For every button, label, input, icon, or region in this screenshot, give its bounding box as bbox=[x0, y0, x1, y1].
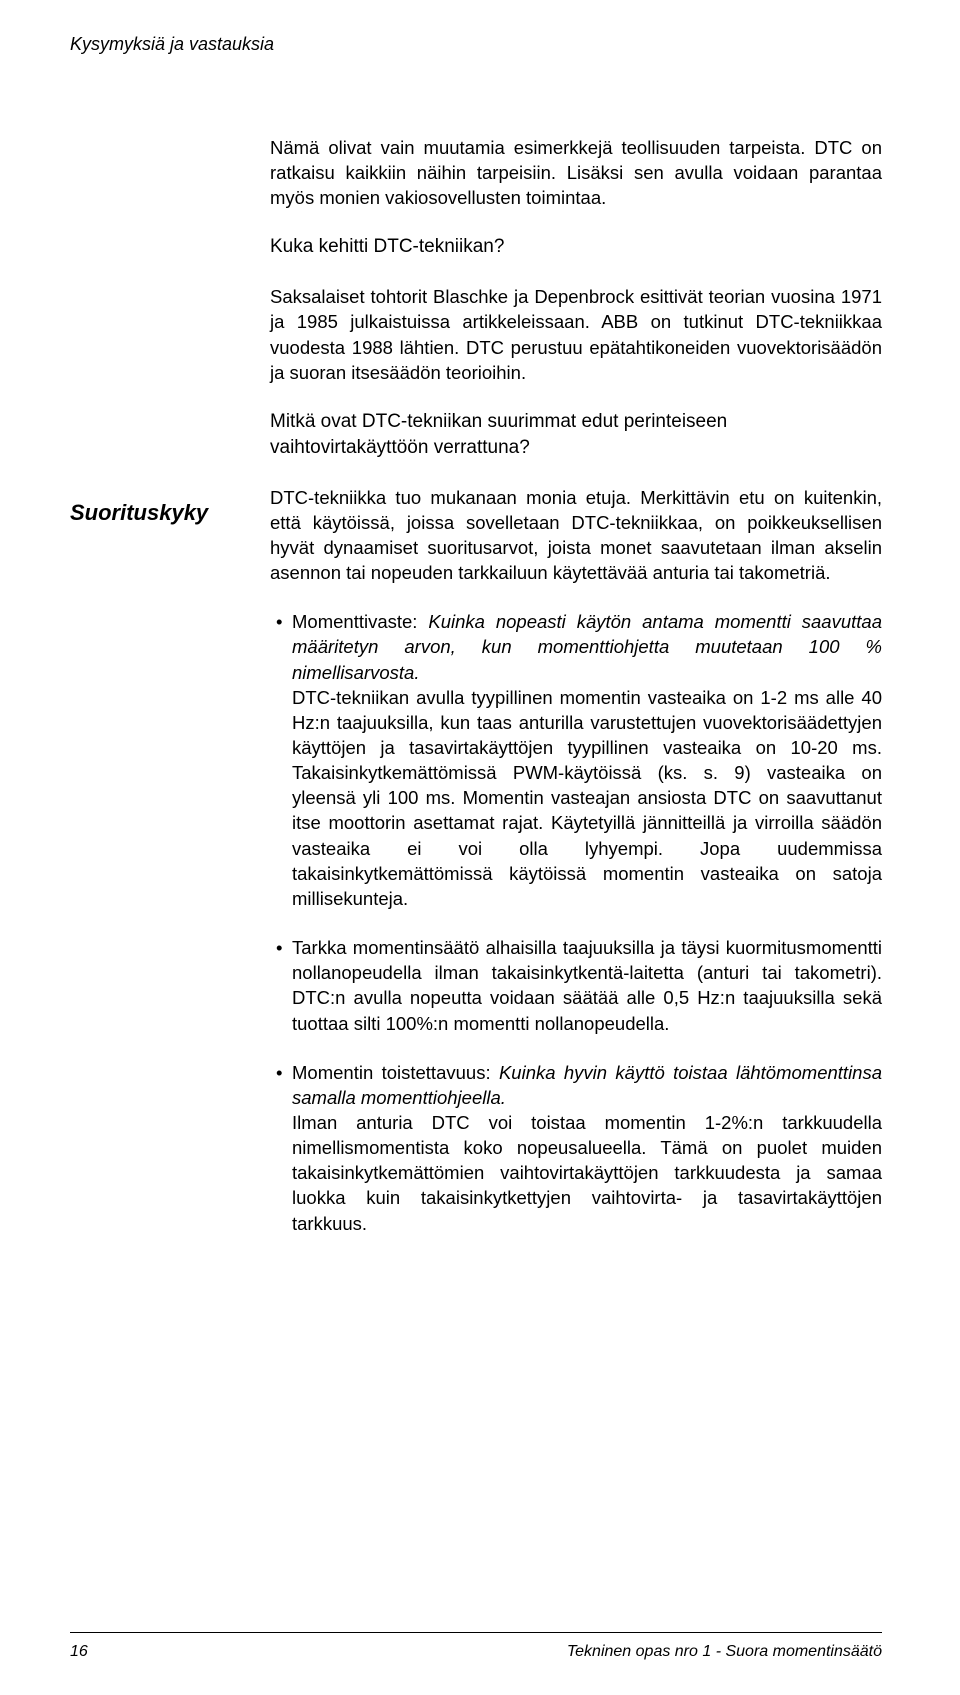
paragraph: Nämä olivat vain muutamia esimerkkejä te… bbox=[270, 135, 882, 210]
margin-column: Suorituskyky bbox=[70, 135, 270, 1260]
page-number: 16 bbox=[70, 1643, 88, 1661]
bullet-text: . bbox=[403, 888, 408, 909]
page-footer: 16 Tekninen opas nro 1 - Suora momentins… bbox=[70, 1632, 882, 1661]
section-label: Suorituskyky bbox=[70, 500, 208, 526]
content-area: Suorituskyky Nämä olivat vain muutamia e… bbox=[70, 135, 882, 1260]
bullet-item: •Momenttivaste: Kuinka nopeasti käytön a… bbox=[270, 609, 882, 911]
bullet-text: DTC-tekniikan avulla tyypillinen momenti… bbox=[292, 687, 760, 708]
bullet-label: Tarkka momentinsäätö alhaisilla taajuuks… bbox=[292, 937, 654, 958]
question-heading: Mitkä ovat DTC-tekniikan suurimmat edut … bbox=[270, 409, 882, 461]
bullet-mark-icon: • bbox=[276, 609, 292, 634]
paragraph: DTC-tekniikka tuo mukanaan monia etuja. … bbox=[270, 485, 882, 586]
paragraph: Saksalaiset tohtorit Blaschke ja Depenbr… bbox=[270, 284, 882, 385]
bullet-mark-icon: • bbox=[276, 935, 292, 960]
bullet-bold: 1-2 ms bbox=[760, 687, 818, 708]
bullet-item: •Tarkka momentinsäätö alhaisilla taajuuk… bbox=[270, 935, 882, 1036]
bullet-text: nollanopeudella. bbox=[530, 1013, 670, 1034]
running-header: Kysymyksiä ja vastauksia bbox=[70, 34, 274, 55]
bullet-text: alle 40 Hz:n taajuuksilla, kun taas antu… bbox=[292, 687, 882, 884]
bullet-text: Ilman anturia DTC voi toistaa momentin 1… bbox=[292, 1112, 882, 1234]
body-column: Nämä olivat vain muutamia esimerkkejä te… bbox=[270, 135, 882, 1260]
bullet-bold: 100%:n momentti bbox=[386, 1013, 530, 1034]
bullet-label: Momenttivaste: bbox=[292, 611, 417, 632]
bullet-item: •Momentin toistettavuus: Kuinka hyvin kä… bbox=[270, 1060, 882, 1236]
bullet-label: Momentin toistettavuus: bbox=[292, 1062, 491, 1083]
running-title-text: Kysymyksiä ja vastauksia bbox=[70, 34, 274, 54]
footer-doc-title: Tekninen opas nro 1 - Suora momentinsäät… bbox=[567, 1643, 882, 1661]
question-heading: Kuka kehitti DTC-tekniikan? bbox=[270, 234, 882, 260]
bullet-mark-icon: • bbox=[276, 1060, 292, 1085]
